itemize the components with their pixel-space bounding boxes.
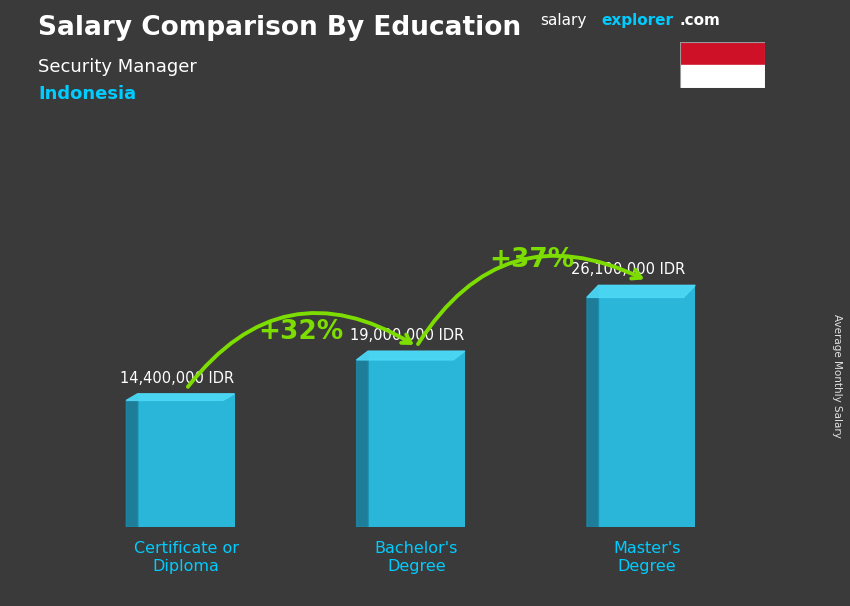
Text: +32%: +32%	[258, 319, 344, 345]
Polygon shape	[587, 285, 695, 298]
FancyBboxPatch shape	[138, 394, 235, 527]
Text: Security Manager: Security Manager	[38, 58, 197, 76]
Polygon shape	[127, 394, 235, 401]
Text: Salary Comparison By Education: Salary Comparison By Education	[38, 15, 521, 41]
Text: explorer: explorer	[601, 13, 673, 28]
FancyBboxPatch shape	[598, 285, 695, 527]
Text: Indonesia: Indonesia	[38, 85, 136, 103]
Text: Average Monthly Salary: Average Monthly Salary	[832, 314, 842, 438]
Text: .com: .com	[679, 13, 720, 28]
Polygon shape	[357, 351, 368, 527]
Polygon shape	[587, 285, 598, 527]
Text: 19,000,000 IDR: 19,000,000 IDR	[350, 328, 464, 343]
Text: 26,100,000 IDR: 26,100,000 IDR	[571, 262, 685, 278]
Text: +37%: +37%	[489, 247, 575, 273]
Bar	[680, 42, 765, 65]
Bar	[680, 65, 765, 88]
Text: 14,400,000 IDR: 14,400,000 IDR	[120, 371, 234, 386]
Polygon shape	[357, 351, 465, 360]
Polygon shape	[127, 394, 138, 527]
FancyBboxPatch shape	[368, 351, 465, 527]
Text: salary: salary	[540, 13, 586, 28]
